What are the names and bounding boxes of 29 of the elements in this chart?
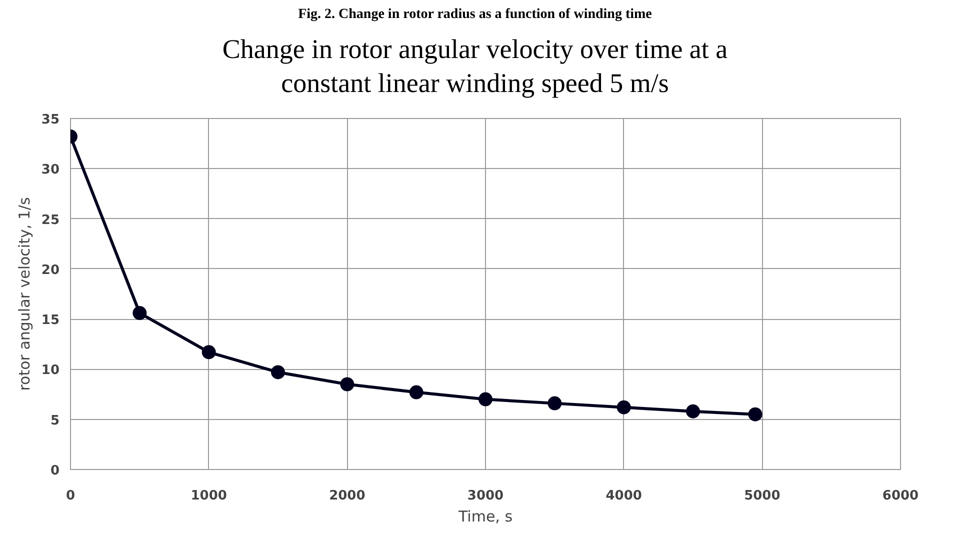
point [548, 396, 562, 410]
y-tick-label: 25 [41, 212, 60, 228]
x-tick-label: 4000 [606, 488, 642, 504]
point [616, 400, 631, 414]
y-tick-label: 35 [41, 112, 60, 128]
x-tick-label: 1000 [190, 488, 227, 504]
y-tick-label: 0 [50, 464, 60, 478]
point [478, 392, 492, 406]
caption: Fig. 2. Change in rotor radius as a function of winding time [298, 6, 652, 24]
x-tick-label: 5000 [744, 488, 780, 504]
y-tick-label: 20 [41, 262, 60, 278]
chart-title: Change in rotor angular velocity over time at a constant linear winding speed 5 m/s [221, 33, 729, 100]
point [686, 404, 700, 418]
x-tick-label: 2000 [329, 488, 366, 504]
point [748, 407, 762, 422]
point [132, 306, 147, 320]
y-axis-title: rotor angular velocity, 1/s [15, 197, 34, 391]
point [271, 365, 285, 380]
point [409, 385, 424, 400]
y-tick-label: 15 [41, 313, 60, 328]
point [202, 345, 216, 360]
y-tick-label: 5 [50, 413, 60, 428]
x-tick-label: 6000 [882, 488, 919, 504]
point [340, 377, 354, 392]
x-axis-title: Time, s [457, 508, 513, 526]
y-tick-label: 30 [41, 162, 60, 178]
x-tick-label: 0 [66, 488, 76, 504]
y-tick-label: 10 [41, 363, 60, 378]
x-tick-label: 3000 [467, 488, 504, 504]
